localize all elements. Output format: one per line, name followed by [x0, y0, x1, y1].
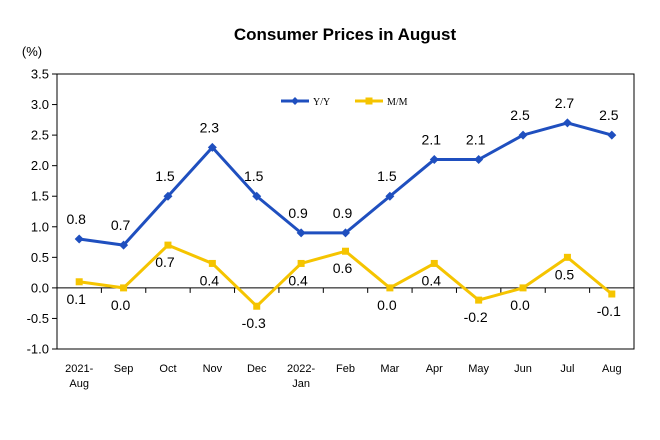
data-point-y-y	[252, 191, 262, 201]
data-point-y-y	[207, 142, 217, 152]
data-point-y-y	[385, 191, 395, 201]
data-point-m-m	[164, 241, 172, 249]
data-label-m-m: -0.1	[597, 303, 621, 319]
axes: 3.5 3.0 2.5 2.0 1.5 1.0 0.5 0.0 -0.5 -1.0 2021- Aug…	[27, 67, 635, 390]
x-tick-label: Jun	[514, 363, 532, 375]
data-label-y-y: 1.5	[155, 168, 175, 184]
data-label-y-y: 2.5	[599, 107, 619, 123]
x-tick-label: Jan	[292, 378, 310, 390]
y-tick-label: 3.5	[31, 67, 49, 82]
x-tick-label: Oct	[159, 363, 176, 375]
x-tick-label: Dec	[247, 363, 267, 375]
data-point-m-m	[430, 259, 438, 267]
x-tick-label: Apr	[426, 363, 443, 375]
data-point-y-y	[296, 228, 306, 238]
y-tick-label: 3.0	[31, 97, 49, 112]
x-tick-label: Aug	[602, 363, 622, 375]
data-label-m-m: 0.4	[288, 272, 308, 288]
data-label-m-m: -0.2	[464, 309, 488, 325]
data-point-y-y	[474, 155, 484, 165]
data-point-y-y	[562, 118, 572, 128]
legend-marker-m-m	[365, 97, 373, 105]
series-layer	[74, 118, 617, 310]
x-tick-label: Nov	[203, 363, 223, 375]
x-tick-label: Sep	[114, 363, 134, 375]
data-label-y-y: 0.8	[66, 211, 86, 227]
data-label-y-y: 0.7	[111, 217, 131, 233]
data-label-y-y: 2.5	[510, 107, 530, 123]
data-label-y-y: 1.5	[377, 168, 397, 184]
data-label-y-y: 0.9	[333, 205, 353, 221]
x-tick-label: 2021-	[65, 363, 93, 375]
data-point-y-y	[518, 130, 528, 140]
data-label-m-m: 0.5	[555, 266, 575, 282]
x-tick-label: Jul	[560, 363, 574, 375]
data-point-m-m	[75, 278, 83, 286]
data-label-m-m: 0.6	[333, 260, 353, 276]
legend: Y/Y M/M	[281, 97, 408, 108]
plot-border	[56, 73, 635, 350]
data-label-m-m: -0.3	[242, 315, 266, 331]
data-point-y-y	[163, 191, 173, 201]
data-label-m-m: 0.0	[510, 297, 530, 313]
data-point-y-y	[119, 240, 129, 250]
y-tick-label: 0.5	[31, 250, 49, 265]
data-label-y-y: 1.5	[244, 168, 264, 184]
data-point-m-m	[475, 296, 483, 304]
data-point-m-m	[386, 284, 394, 292]
y-tick-label: 0.0	[31, 280, 49, 295]
legend-label-m-m: M/M	[387, 97, 408, 108]
data-label-m-m: 0.0	[377, 297, 397, 313]
data-point-y-y	[429, 155, 439, 165]
x-tick-label: May	[468, 363, 489, 375]
data-label-y-y: 2.1	[422, 132, 442, 148]
y-tick-label: -1.0	[27, 342, 49, 357]
data-point-m-m	[342, 247, 349, 255]
data-label-y-y: 0.9	[288, 205, 308, 221]
data-label-m-m: 0.1	[66, 291, 86, 307]
y-tick-label: 1.5	[31, 189, 49, 204]
chart-title: Consumer Prices in August	[234, 25, 457, 44]
data-point-m-m	[563, 253, 571, 261]
data-label-y-y: 2.3	[200, 119, 220, 135]
y-tick-label: -0.5	[27, 311, 49, 326]
x-tick-label: Aug	[69, 378, 89, 390]
data-label-m-m: 0.4	[422, 272, 442, 288]
data-point-m-m	[297, 259, 305, 267]
data-label-y-y: 2.1	[466, 132, 486, 148]
data-point-m-m	[519, 284, 527, 292]
data-point-m-m	[608, 290, 616, 298]
y-tick-label: 1.0	[31, 219, 49, 234]
data-label-m-m: 0.0	[111, 297, 131, 313]
legend-marker-y-y	[291, 97, 299, 105]
data-point-m-m	[120, 284, 128, 292]
data-labels: 0.8 0.7 1.5 2.3 1.5 0.9 0.9 1.5 2.1 2.1 2.5 2.7 2.5 0…	[66, 95, 621, 331]
y-axis-unit: (%)	[22, 44, 42, 59]
data-label-m-m: 0.4	[200, 272, 220, 288]
y-tick-label: 2.5	[31, 128, 49, 143]
data-label-y-y: 2.7	[555, 95, 575, 111]
legend-label-y-y: Y/Y	[313, 97, 330, 108]
data-point-y-y	[341, 228, 350, 238]
data-point-y-y	[607, 130, 617, 140]
data-point-m-m	[253, 302, 261, 310]
x-tick-label: Mar	[380, 363, 399, 375]
data-point-y-y	[74, 234, 84, 244]
x-tick-label: 2022-	[287, 363, 315, 375]
x-tick-label: Feb	[336, 363, 355, 375]
data-point-m-m	[208, 259, 216, 267]
y-tick-label: 2.0	[31, 158, 49, 173]
data-label-m-m: 0.7	[155, 254, 175, 270]
